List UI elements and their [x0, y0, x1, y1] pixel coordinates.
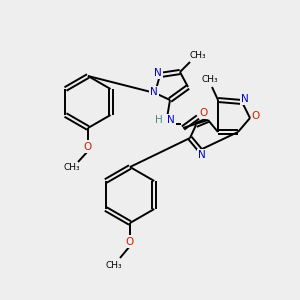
- Text: N: N: [241, 94, 249, 104]
- Text: N: N: [167, 115, 175, 125]
- Text: O: O: [84, 142, 92, 152]
- Text: N: N: [150, 87, 158, 97]
- Text: CH₃: CH₃: [106, 260, 122, 269]
- Text: O: O: [200, 108, 208, 118]
- Text: O: O: [126, 237, 134, 247]
- Text: CH₃: CH₃: [190, 52, 206, 61]
- Text: N: N: [154, 68, 162, 78]
- Text: CH₃: CH₃: [64, 164, 80, 172]
- Text: CH₃: CH₃: [202, 74, 218, 83]
- Text: O: O: [252, 111, 260, 121]
- Text: H: H: [155, 115, 163, 125]
- Text: N: N: [198, 150, 206, 160]
